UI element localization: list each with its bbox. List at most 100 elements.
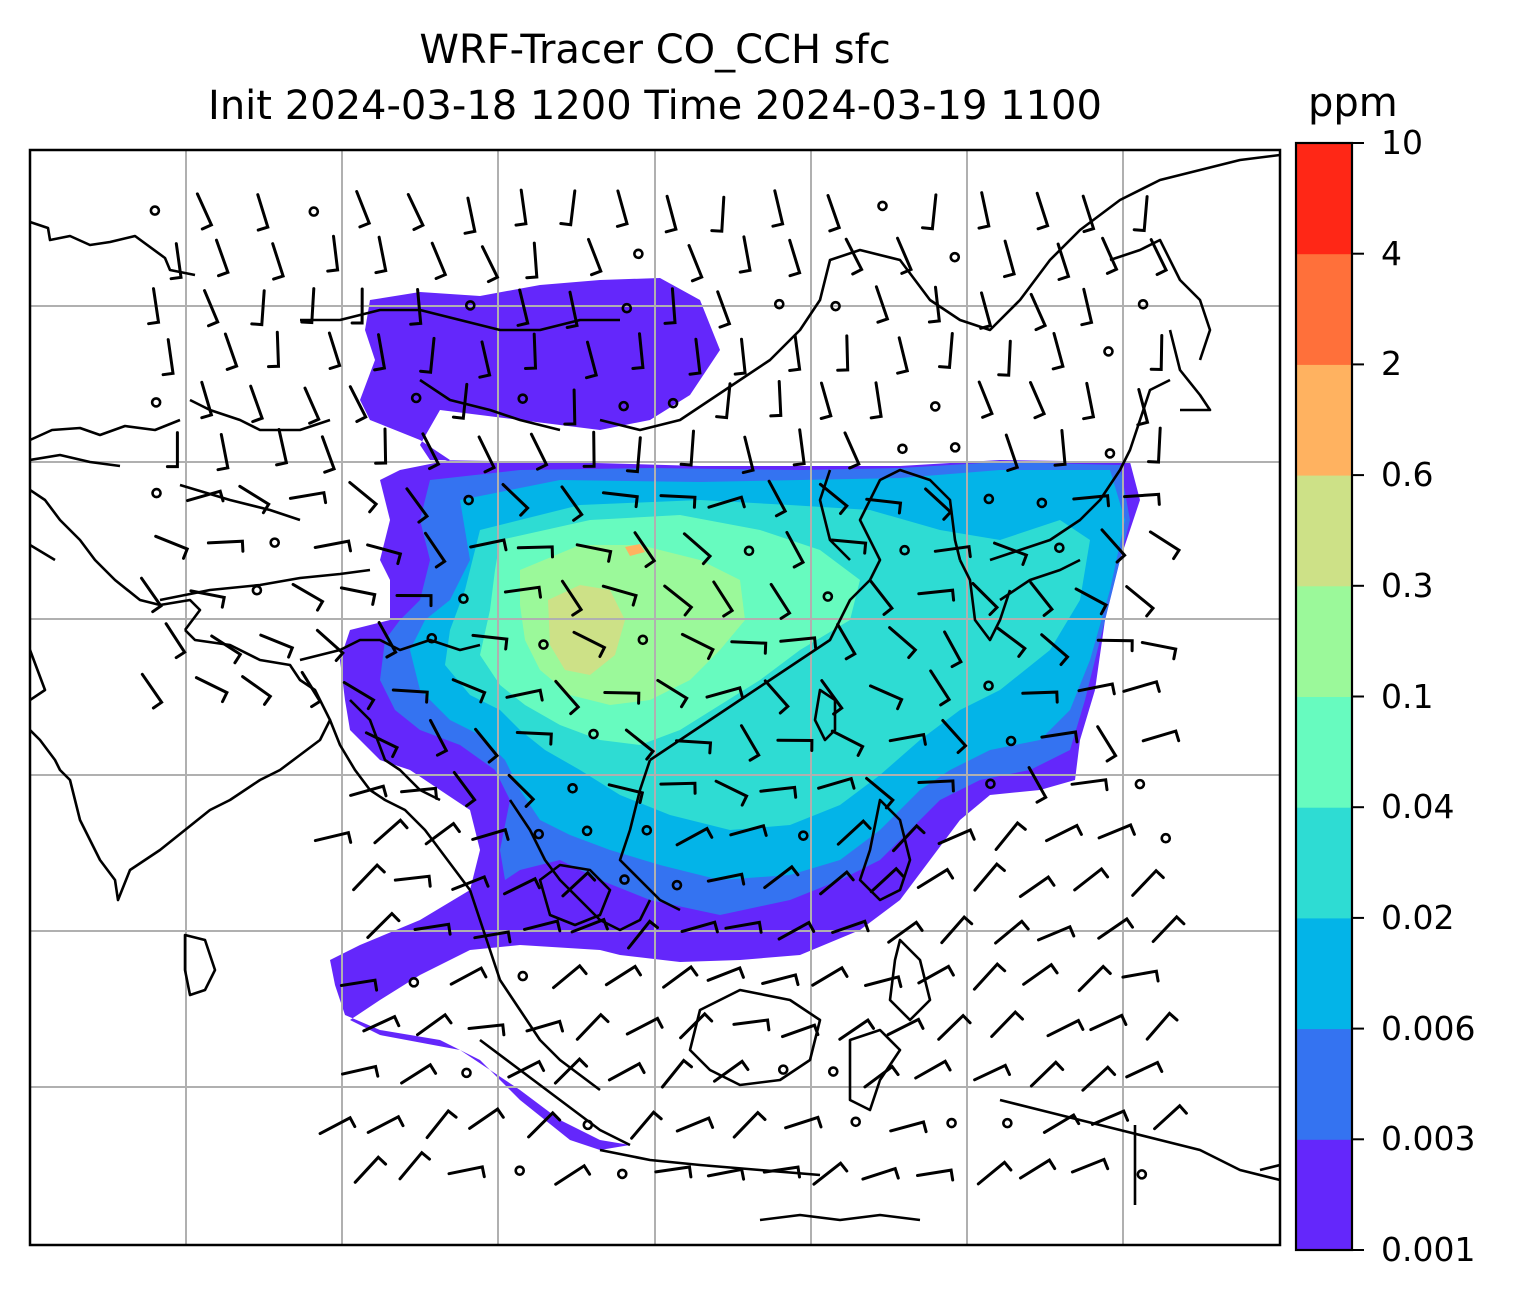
wind-barb [662, 964, 699, 989]
wind-barb [631, 332, 645, 370]
wind-barb [1141, 729, 1181, 743]
wind-calm-circle [798, 830, 809, 841]
wind-barb [468, 1107, 505, 1130]
wind-barb [473, 930, 512, 944]
wind-barb [869, 381, 883, 420]
wind-barb [1021, 690, 1059, 704]
wind-barb [937, 828, 976, 845]
wind-barb [732, 1110, 767, 1139]
wind-barb [451, 382, 469, 420]
wind-barb [1077, 964, 1112, 993]
plume-layer-0.6 [625, 544, 645, 556]
wind-barb [817, 776, 856, 790]
colorbar-tick-label: 0.1 [1381, 676, 1434, 716]
wind-barb [714, 779, 749, 807]
wind-barb [452, 771, 477, 808]
wind-barb [355, 190, 372, 229]
wind-barb [271, 242, 285, 281]
wind-barb [559, 189, 577, 227]
wind-barb [471, 633, 509, 651]
wind-barb [341, 1064, 380, 1078]
wind-barb [421, 432, 441, 471]
wind-calm-circle [621, 302, 633, 314]
wind-barb [554, 1163, 592, 1186]
wind-barb [607, 1061, 646, 1082]
wind-barb [1029, 581, 1055, 617]
wind-barbs [140, 188, 1188, 1186]
wind-barb [729, 823, 768, 837]
wind-barb [425, 1108, 458, 1140]
wind-barb [712, 580, 735, 618]
wind-barb [362, 1014, 401, 1033]
wind-barb [164, 622, 187, 660]
wind-barb [377, 621, 398, 659]
wind-calm-circle [514, 1165, 526, 1176]
wind-barb [819, 381, 833, 420]
wind-barb [705, 686, 744, 699]
wind-barb [398, 1150, 431, 1181]
wind-barb [1140, 641, 1178, 661]
wind-barb [927, 285, 941, 324]
wind-barb [585, 340, 599, 380]
wind-calm-circle [637, 634, 649, 646]
wind-barb [303, 386, 321, 425]
wind-barb [1122, 679, 1161, 693]
colorbar-band [1296, 807, 1352, 919]
wind-barb [515, 731, 553, 746]
wind-calm-circle [671, 879, 683, 891]
wind-barb [1035, 191, 1050, 231]
wind-barb [675, 1116, 715, 1133]
wind-barb [451, 874, 490, 891]
wind-barb [570, 917, 609, 934]
wind-calm-circle [308, 206, 320, 217]
colorbar-tick-label: 0.006 [1381, 1008, 1476, 1048]
tracer-concentration-field [330, 278, 1140, 1150]
wind-barb [572, 630, 607, 658]
wind-barb [348, 385, 368, 423]
wind-barb [288, 490, 328, 505]
wind-barb [943, 630, 963, 669]
wind-barb [838, 1018, 875, 1041]
wind-barb [503, 876, 541, 896]
wind-barb [601, 491, 639, 509]
wind-barb [249, 384, 265, 424]
wind-barb [788, 238, 802, 278]
wind-barb [779, 636, 818, 650]
wind-barb [830, 729, 865, 757]
wind-barb [507, 1059, 546, 1079]
wind-barb [1100, 528, 1127, 564]
wind-calm-circle [1136, 1169, 1148, 1180]
wind-barb [994, 820, 1027, 851]
wind-barb [315, 628, 345, 662]
colorbar [1296, 143, 1352, 1251]
wind-calm-circle [458, 593, 469, 605]
wind-barb [656, 678, 689, 709]
wind-barb [326, 234, 340, 273]
wind-calm-circle [517, 393, 529, 404]
wind-barb [830, 538, 868, 555]
wind-barb [210, 634, 243, 665]
wind-barb [1074, 587, 1109, 616]
wind-calm-circle [1160, 832, 1172, 844]
wind-barb [352, 862, 386, 892]
wind-barb [607, 783, 645, 804]
wind-barb [771, 189, 785, 228]
wind-barb [933, 545, 972, 559]
wind-barb [560, 579, 584, 617]
wind-barb [1121, 969, 1160, 983]
wind-barb [467, 1023, 506, 1037]
wind-barb [1101, 236, 1119, 275]
wind-barb [603, 691, 641, 705]
wind-barb [663, 584, 694, 617]
wind-barb [679, 1011, 714, 1040]
wind-barb [395, 594, 433, 608]
colorbar-band [1296, 917, 1352, 1030]
wind-barb [238, 484, 271, 515]
wind-barb [291, 582, 325, 612]
wind-barb [140, 672, 164, 710]
colorbar-band [1296, 585, 1352, 697]
wind-barb [342, 681, 376, 711]
wind-barb [973, 861, 1006, 892]
wind-barb [874, 285, 890, 324]
wind-barb [630, 1110, 663, 1140]
